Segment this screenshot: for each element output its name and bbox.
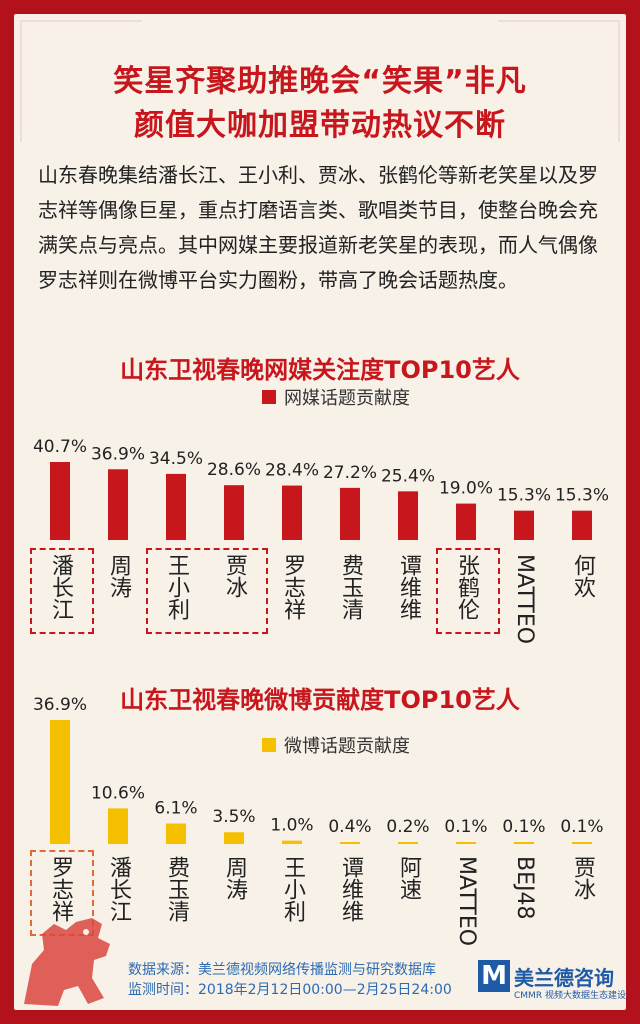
chart1-category-label-0: 潘长江 [48,554,73,620]
chart1-bar-7 [456,503,476,540]
chart2-category-label-2: 费玉清 [164,856,189,922]
chart1-value-label-4: 28.4% [265,461,319,481]
chart2-bar-6 [398,842,418,844]
chart2-value-label-3: 3.5% [212,807,255,827]
dog-papercut-icon [24,918,110,1006]
chart1-legend-swatch [262,390,276,404]
chart1-category-label-8: MATTEO [512,554,537,645]
chart1-category-label-1: 周涛 [106,554,131,598]
chart1-value-label-7: 19.0% [439,479,493,499]
chart2-bar-9 [572,842,592,844]
chart2-legend-swatch [262,738,276,752]
corner-ornament-left [20,20,142,142]
chart1-bar-0 [50,462,70,540]
headline-line-1: 笑星齐聚助推晚会“笑果”非凡 [113,64,527,99]
chart1-category-label-6: 谭维维 [396,554,421,620]
chart1-bar-6 [398,491,418,540]
chart2-legend-label: 微博话题贡献度 [284,736,410,757]
chart2-category-label-0: 罗志祥 [48,856,73,922]
brand-sub: 视频大数据生态建设者 [544,991,626,1001]
chart2-value-label-6: 0.2% [386,817,429,837]
chart2-value-label-5: 0.4% [328,817,371,837]
chart2-title: 山东卫视春晚微博贡献度TOP10艺人 [120,686,520,714]
monitor-period-text: 监测时间：2018年2月12日00:00—2月25日24:00 [128,982,452,998]
chart2-value-label-4: 1.0% [270,816,313,836]
charts-svg: 40.7% 36.9% 34.5%28.6% 28.4% 27.2% 25.4%19.0%… [33,437,609,844]
chart1-bar-4 [282,485,302,540]
chart1-value-label-2: 34.5% [149,449,203,469]
chart2-bar-4 [282,840,302,844]
chart1-category-label-3: 贾冰 [222,554,247,598]
chart2-category-label-3: 周涛 [222,856,247,900]
chart1-highlight-box-1 [146,548,268,634]
chart1-bar-8 [514,510,534,540]
headline-line-2: 颜值大咖加盟带动热议不断 [134,108,506,143]
chart2-category-label-5: 谭维维 [338,856,363,922]
chart2-bar-8 [514,842,534,844]
chart1-title: 山东卫视春晚网媒关注度TOP10艺人 [120,356,520,384]
chart1-value-label-8: 15.3% [497,486,551,506]
chart1-bar-1 [108,469,128,540]
chart2-bar-1 [108,808,128,844]
chart1-value-label-9: 15.3% [555,486,609,506]
chart2-bar-7 [456,842,476,844]
brand-abbr: CMMR [514,991,543,1001]
brand-mark-icon: M [478,960,510,992]
chart1-category-label-2: 王小利 [164,554,189,620]
chart2-bar-2 [166,823,186,844]
chart1-bar-9 [572,510,592,540]
chart2-value-label-2: 6.1% [154,799,197,819]
chart1-value-label-0: 40.7% [33,437,87,457]
chart2-bar-3 [224,832,244,844]
content-panel: 笑星齐聚助推晚会“笑果”非凡 颜值大咖加盟带动热议不断 山东春晚集结潘长江、王小… [14,14,626,1010]
brand-tagline: CMMR 视频大数据生态建设者 [514,988,626,1001]
chart1-value-label-1: 36.9% [91,444,145,464]
brand-name: 美兰德咨询 [514,965,614,990]
chart2-category-label-4: 王小利 [280,856,305,922]
chart1-category-label-5: 费玉清 [338,554,363,620]
chart2-category-label-9: 贾冰 [570,856,595,900]
chart2-category-label-1: 潘长江 [106,856,131,922]
chart1-value-label-6: 25.4% [381,466,435,486]
chart2-value-label-8: 0.1% [502,817,545,837]
chart2-category-label-8: BEJ48 [512,856,537,920]
chart2-category-label-6: 阿速 [396,856,421,900]
chart1-highlight-box-0 [30,548,94,634]
chart1-legend: 网媒话题贡献度 [262,384,410,410]
chart2-legend: 微博话题贡献度 [262,732,410,758]
chart2-value-label-7: 0.1% [444,817,487,837]
chart1-category-label-7: 张鹤伦 [454,554,479,620]
chart1-category-label-4: 罗志祥 [280,554,305,620]
chart2-value-label-1: 10.6% [91,783,145,803]
corner-ornament-right [498,20,620,142]
chart1-value-label-5: 27.2% [323,463,377,483]
chart1-highlight-box-2 [436,548,500,634]
footer-source: 数据来源：美兰德视频网络传播监测与研究数据库 监测时间：2018年2月12日00… [128,960,452,1000]
data-source-text: 数据来源：美兰德视频网络传播监测与研究数据库 [128,962,436,978]
chart2-category-label-7: MATTEO [454,856,479,947]
chart1-bar-2 [166,473,186,540]
chart2-bar-5 [340,842,360,844]
chart1-value-label-3: 28.6% [207,460,261,480]
chart2-value-label-0: 36.9% [33,695,87,715]
chart2-value-label-9: 0.1% [560,817,603,837]
brand-logo: M 美兰德咨询 CMMR 视频大数据生态建设者 [478,960,626,1001]
chart1-bar-3 [224,485,244,540]
chart1-legend-label: 网媒话题贡献度 [284,388,410,409]
chart1-bar-5 [340,487,360,540]
intro-paragraph: 山东春晚集结潘长江、王小利、贾冰、张鹤伦等新老笑星以及罗志祥等偶像巨星，重点打磨… [38,163,598,292]
chart2-bar-0 [50,720,70,844]
chart1-category-label-9: 何欢 [570,554,595,598]
